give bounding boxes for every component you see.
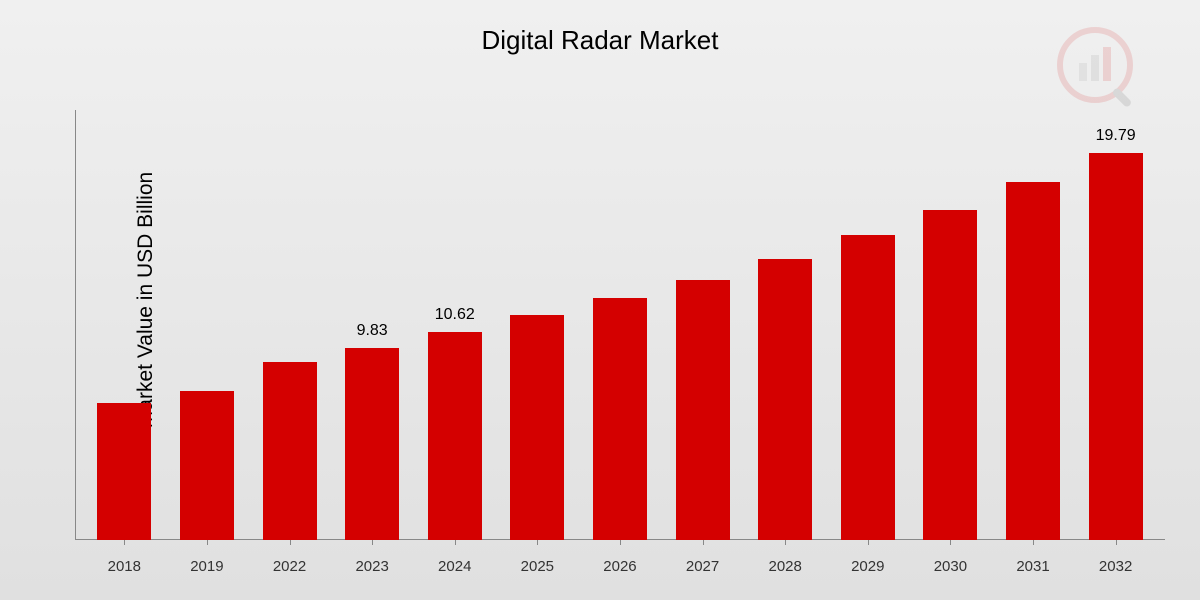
bar-slot (166, 110, 249, 540)
bar-slot (744, 110, 827, 540)
bar (180, 391, 234, 540)
x-tick (372, 540, 373, 545)
bar-value-label: 19.79 (1096, 127, 1136, 147)
x-axis-label: 2018 (83, 558, 166, 575)
x-axis-label: 2022 (248, 558, 331, 575)
plot-area: 9.83 10.62 19.79 (75, 110, 1165, 540)
x-axis-label: 2026 (579, 558, 662, 575)
bar (758, 259, 812, 540)
x-tick (1033, 540, 1034, 545)
bar (345, 348, 399, 540)
bar-slot (83, 110, 166, 540)
bar (428, 332, 482, 540)
x-tick (1116, 540, 1117, 545)
bars-group: 9.83 10.62 19.79 (75, 110, 1165, 540)
x-axis-label: 2028 (744, 558, 827, 575)
logo-watermark (1055, 25, 1145, 120)
x-tick (868, 540, 869, 545)
bar (1006, 182, 1060, 540)
bar-slot: 9.83 (331, 110, 414, 540)
bar (97, 403, 151, 540)
x-axis-label: 2027 (661, 558, 744, 575)
bar-slot (661, 110, 744, 540)
x-tick (455, 540, 456, 545)
x-axis-label: 2023 (331, 558, 414, 575)
x-axis-label: 2029 (826, 558, 909, 575)
bar-slot (909, 110, 992, 540)
x-axis-label: 2024 (413, 558, 496, 575)
bar-slot: 19.79 (1074, 110, 1157, 540)
bar-value-label: 9.83 (357, 322, 388, 342)
bar (263, 362, 317, 540)
bar-slot (826, 110, 909, 540)
x-axis-label: 2032 (1074, 558, 1157, 575)
bar (1089, 153, 1143, 540)
bar-slot (992, 110, 1075, 540)
x-tick (703, 540, 704, 545)
x-tick (124, 540, 125, 545)
bar (841, 235, 895, 540)
x-tick (207, 540, 208, 545)
x-tick (950, 540, 951, 545)
x-axis-label: 2031 (992, 558, 1075, 575)
bar-slot (248, 110, 331, 540)
chart-title: Digital Radar Market (0, 0, 1200, 56)
x-axis-label: 2030 (909, 558, 992, 575)
bar-value-label: 10.62 (435, 306, 475, 326)
bar (676, 280, 730, 540)
chart-container: Digital Radar Market Market Value in USD… (0, 0, 1200, 600)
x-axis-label: 2019 (166, 558, 249, 575)
bar (510, 315, 564, 540)
x-axis-label: 2025 (496, 558, 579, 575)
x-tick (620, 540, 621, 545)
bar (923, 210, 977, 540)
bar-slot: 10.62 (413, 110, 496, 540)
x-tick (537, 540, 538, 545)
x-axis-labels: 2018201920222023202420252026202720282029… (75, 558, 1165, 575)
bar-slot (496, 110, 579, 540)
bar (593, 298, 647, 540)
x-tick (290, 540, 291, 545)
bar-slot (579, 110, 662, 540)
x-tick (785, 540, 786, 545)
